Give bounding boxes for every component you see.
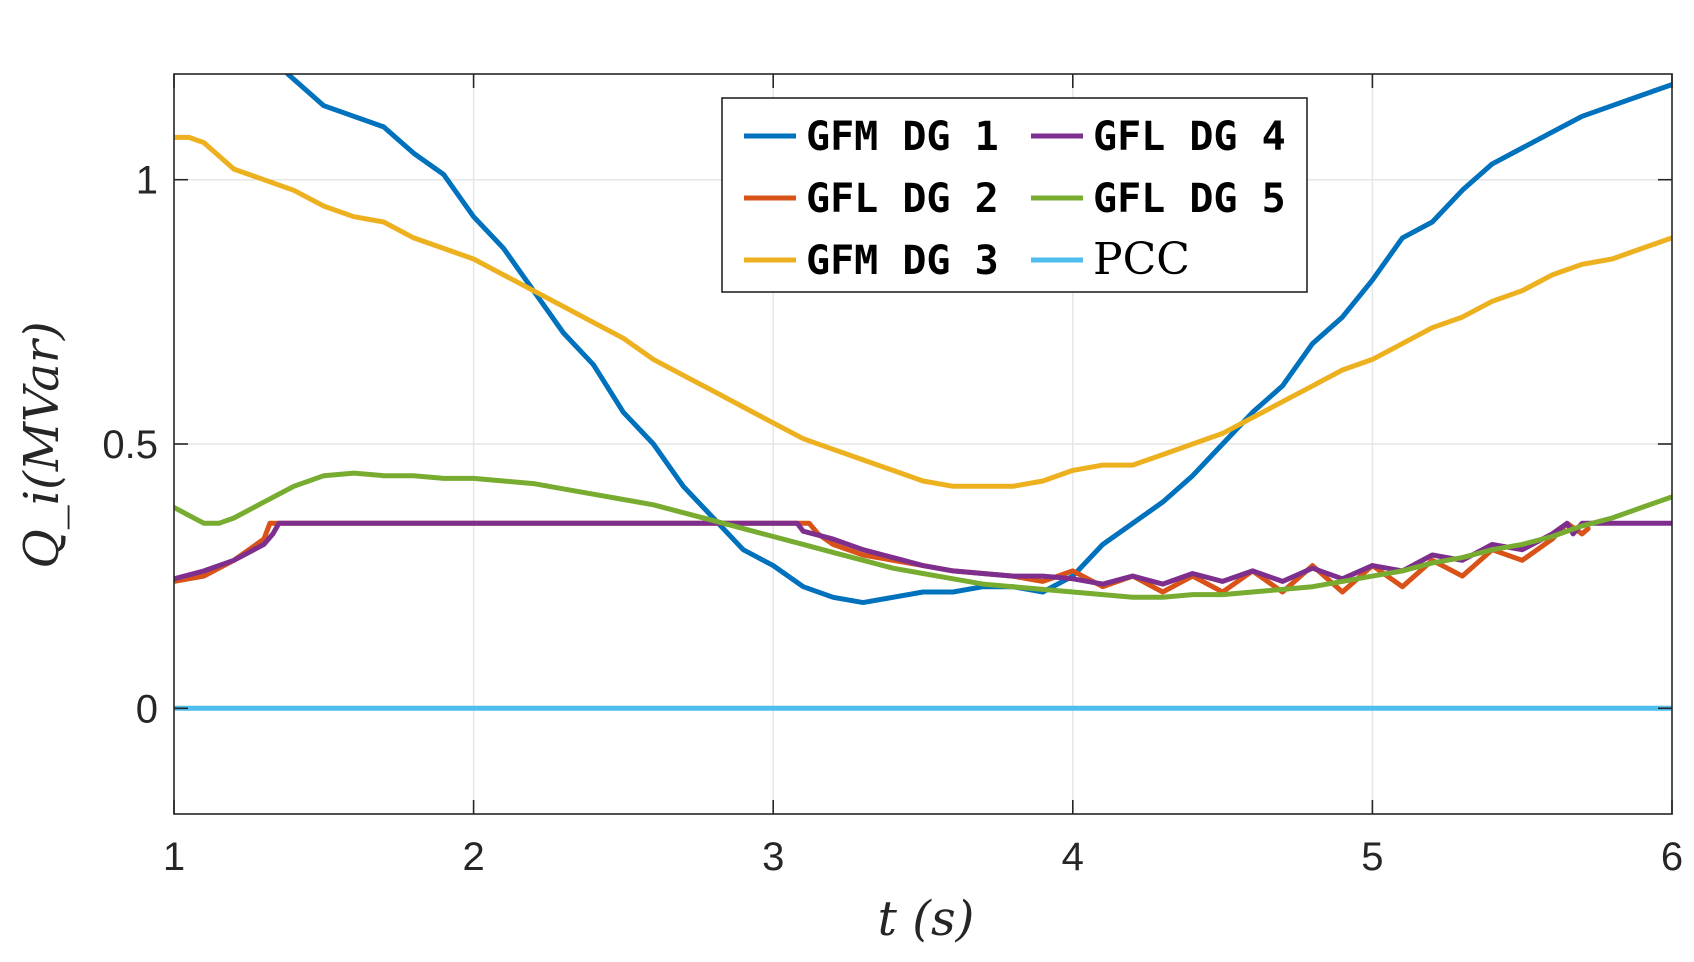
legend-label-gfm-dg-1: GFM DG 1 xyxy=(806,114,999,160)
y-tick-label: 0 xyxy=(136,687,158,731)
tick-layer: 1 2 3 4 5 6 0 0.5 1 xyxy=(102,159,1683,879)
series-layer xyxy=(174,74,1672,711)
legend-label-gfm-dg-3: GFM DG 3 xyxy=(806,238,999,284)
x-tick-label: 4 xyxy=(1062,835,1084,879)
x-axis-label: t (s) xyxy=(878,891,975,947)
series-line-gfl-dg-5 xyxy=(174,470,1672,600)
legend-label-gfl-dg-5: GFL DG 5 xyxy=(1093,176,1286,222)
x-tick-label: 5 xyxy=(1361,835,1383,879)
x-tick-label: 3 xyxy=(762,835,784,879)
legend-label-gfl-dg-4: GFL DG 4 xyxy=(1093,114,1286,160)
legend: GFM DG 1 GFL DG 2 GFM DG 3 GFL DG 4 GFL DG 5… xyxy=(721,97,1308,293)
legend-box xyxy=(721,97,1308,293)
legend-label-pcc: PCC xyxy=(1093,234,1190,285)
series-line-gfl-dg-4 xyxy=(174,520,1672,587)
legend-label-gfl-dg-2: GFL DG 2 xyxy=(806,176,999,222)
series-line-gfm-dg-1 xyxy=(285,74,1672,606)
y-axis-label: Q_i(MVar) xyxy=(14,321,70,568)
x-tick-label: 2 xyxy=(462,835,484,879)
x-tick-label: 6 xyxy=(1661,835,1683,879)
frame-layer xyxy=(173,73,1673,815)
y-tick-label: 1 xyxy=(136,159,158,203)
x-tick-label: 1 xyxy=(163,835,185,879)
y-tick-label: 0.5 xyxy=(102,423,158,467)
series-line-gfm-dg-3 xyxy=(174,134,1672,489)
